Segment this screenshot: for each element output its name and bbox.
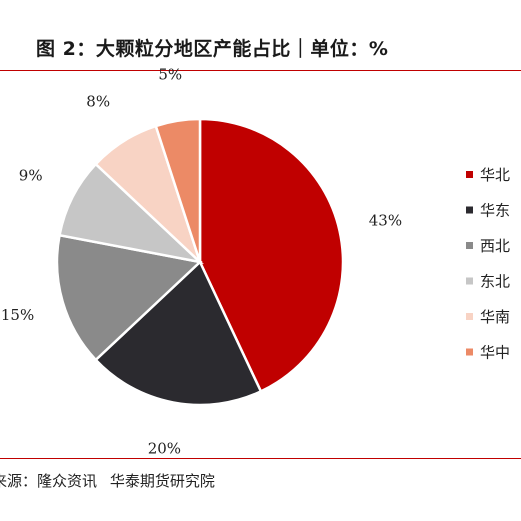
legend-label-3: 西北 [480,237,510,255]
legend-swatch-1 [466,171,473,178]
legend-label-4: 东北 [480,273,510,291]
chart-title: 图 2：大颗粒分地区产能占比｜单位：% [36,38,389,60]
legend-label-5: 华南 [480,308,510,326]
data-label-3: 15% [1,306,34,324]
data-label-4: 9% [19,167,43,185]
data-label-1: 43% [369,212,402,230]
legend-swatch-3 [466,242,473,249]
legend-label-6: 华中 [480,344,510,362]
source-separator [101,472,106,490]
legend-label-2: 华东 [480,202,510,220]
legend-swatch-5 [466,313,473,320]
pie-slice-6 [154,117,202,263]
data-label-2: 20% [148,440,181,458]
pie-data-labels: 43% 20% 15% 9% 8% 5% [1,65,402,457]
data-label-5: 8% [86,93,110,111]
legend-label-1: 华北 [480,166,510,184]
data-label-6: 5% [158,65,182,83]
legend-swatch-4 [466,277,473,285]
legend-swatch-2 [466,206,473,214]
source-org-1: 隆众资讯 [37,472,98,490]
source-line: 来源：隆众资讯 华泰期货研究院 [0,470,215,491]
pie-slice-4 [58,162,204,265]
legend-swatch-6 [466,348,473,356]
pie-slices [55,117,345,407]
source-org-2: 华泰期货研究院 [109,472,215,490]
bottom-divider [0,458,521,459]
pie-slice-1 [198,117,345,394]
top-divider [0,70,521,71]
pie-slice-2 [93,259,263,407]
source-label: 来源： [0,472,38,490]
pie-slice-3 [55,233,203,362]
